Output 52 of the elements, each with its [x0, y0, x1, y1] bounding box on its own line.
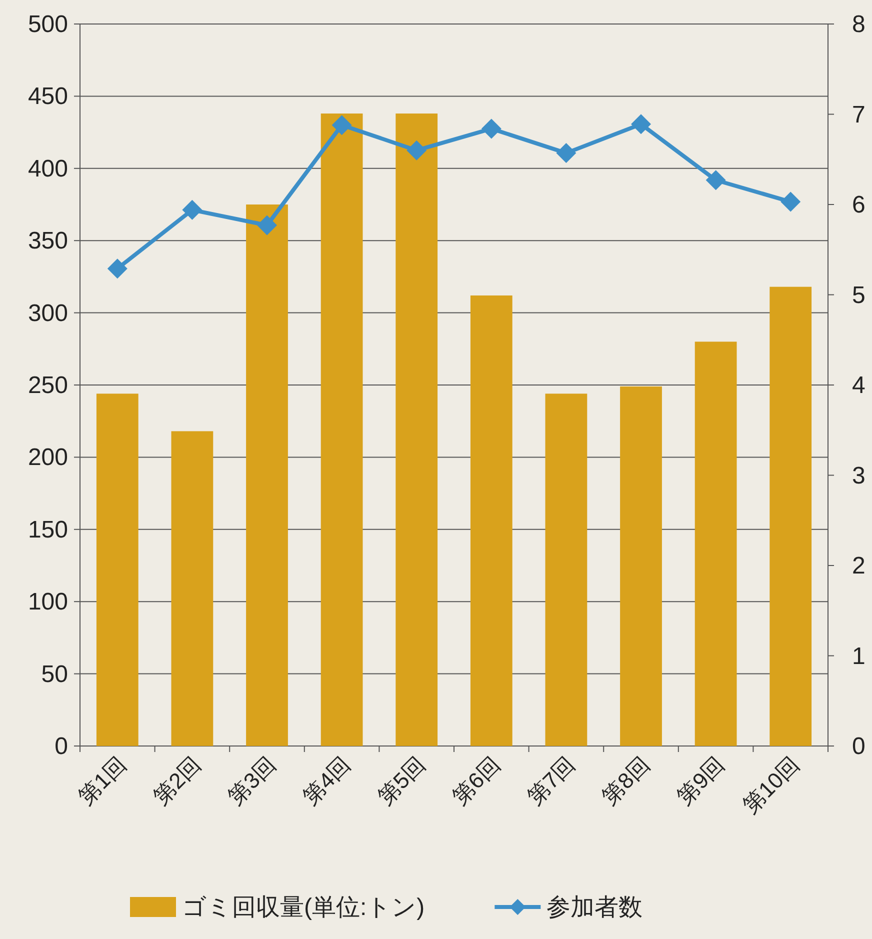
x-tick-label: 第8回: [597, 752, 655, 810]
y-tick-label: 300: [28, 300, 68, 327]
y2-tick-label: 0: [852, 733, 866, 760]
y2-tick-label: 6: [852, 192, 866, 218]
point: [107, 258, 128, 279]
y-tick-label: 500: [28, 11, 68, 38]
bar: [320, 114, 363, 746]
y-tick-label: 350: [28, 228, 68, 255]
y-tick-label: 400: [28, 155, 68, 182]
y-tick-label: 200: [28, 444, 68, 472]
y2-tick-label: 7: [852, 101, 866, 128]
point: [406, 140, 427, 160]
bar: [96, 394, 138, 746]
bar: [545, 394, 588, 746]
point: [481, 118, 502, 139]
y2-tick-label: 5: [852, 282, 866, 309]
y-tick-label: 150: [28, 516, 68, 544]
y-tick-label: 450: [28, 83, 68, 110]
legend-label: ゴミ回収量(単位:トン): [182, 894, 425, 921]
y-tick-label: 50: [41, 660, 68, 688]
point: [706, 170, 726, 190]
y2-tick-label: 3: [852, 462, 866, 490]
x-tick-label: 第7回: [522, 752, 580, 810]
x-tick-label: 第6回: [447, 752, 505, 810]
point: [257, 215, 277, 236]
bar: [770, 286, 812, 746]
y-tick-label: 250: [28, 372, 68, 399]
y-tick-label: 100: [28, 588, 68, 616]
x-tick-label: 第2回: [148, 752, 206, 810]
y-tick-label: 0: [54, 733, 68, 760]
y2-tick-label: 4: [852, 372, 866, 399]
x-tick-label: 第5回: [372, 752, 430, 810]
x-tick-label: 第3回: [223, 752, 281, 810]
point: [332, 115, 352, 136]
x-tick-label: 第1回: [73, 752, 131, 810]
legend-label: 参加者数: [546, 894, 643, 921]
y2-tick-label: 1: [852, 642, 866, 670]
bar: [246, 204, 288, 746]
y2-tick-label: 2: [852, 552, 866, 580]
bar: [171, 431, 214, 746]
bar: [396, 114, 438, 746]
point: [182, 200, 202, 220]
x-tick-label: 第4回: [298, 752, 356, 810]
y2-tick-label: 8: [852, 11, 866, 38]
point: [780, 192, 801, 212]
bar: [694, 342, 737, 746]
x-tick-label: 第10回: [738, 752, 804, 818]
bar: [470, 295, 512, 746]
point: [556, 143, 576, 164]
point: [631, 114, 651, 134]
x-tick-label: 第9回: [672, 752, 730, 810]
bar: [620, 386, 662, 746]
